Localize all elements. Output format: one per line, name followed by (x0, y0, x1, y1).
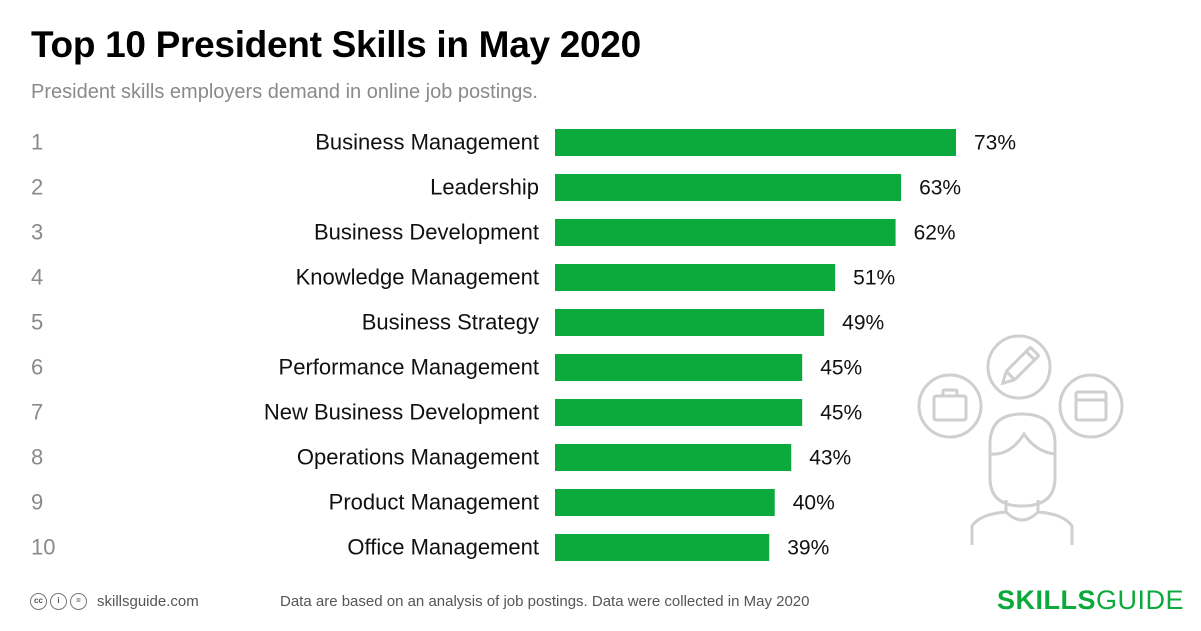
category-label: Operations Management (297, 445, 539, 470)
rank-label: 2 (31, 175, 43, 200)
rank-label: 10 (31, 535, 55, 560)
bar (555, 489, 775, 516)
value-label: 45% (820, 402, 862, 425)
nd-icon: = (70, 593, 87, 610)
rank-label: 8 (31, 445, 43, 470)
page-title: Top 10 President Skills in May 2020 (31, 24, 641, 65)
site-link[interactable]: skillsguide.com (97, 593, 199, 610)
category-label: Business Strategy (362, 310, 539, 335)
bar-chart: 1 Business Management 73% 2 Leadership 63% 3 Bu… (31, 129, 1016, 561)
page-subtitle: President skills employers demand in onl… (31, 81, 538, 103)
value-label: 40% (793, 492, 835, 515)
bar (555, 264, 836, 291)
bar (555, 399, 803, 426)
category-label: Leadership (430, 175, 539, 200)
value-label: 63% (919, 177, 961, 200)
rank-label: 7 (31, 400, 43, 425)
bar (555, 444, 792, 471)
value-label: 39% (787, 537, 829, 560)
rank-label: 6 (31, 355, 43, 380)
rank-label: 4 (31, 265, 43, 290)
bar (555, 354, 803, 381)
bar (555, 534, 770, 561)
footer-attribution: cc i = skillsguide.com (30, 593, 199, 610)
footer-note: Data are based on an analysis of job pos… (280, 593, 810, 610)
value-label: 49% (842, 312, 884, 335)
bar (555, 309, 825, 336)
bar (555, 174, 902, 201)
rank-label: 5 (31, 310, 43, 335)
rank-label: 1 (31, 130, 43, 155)
category-label: Office Management (347, 535, 539, 560)
value-label: 45% (820, 357, 862, 380)
cc-icon: cc (30, 593, 47, 610)
professional-illustration-icon (917, 334, 1124, 545)
brand-bold: SKILLS (997, 585, 1097, 615)
value-label: 51% (853, 267, 895, 290)
category-label: Performance Management (279, 355, 539, 380)
category-label: Product Management (329, 490, 539, 515)
value-label: 62% (914, 222, 956, 245)
license-icons: cc i = (30, 593, 87, 610)
rank-label: 3 (31, 220, 43, 245)
value-label: 43% (809, 447, 851, 470)
category-label: Business Management (315, 130, 539, 155)
by-icon: i (50, 593, 67, 610)
bar (555, 129, 956, 156)
value-label: 73% (974, 132, 1016, 155)
category-label: New Business Development (264, 400, 539, 425)
bar (555, 219, 896, 246)
brand-logo: SKILLSGUIDE (997, 585, 1184, 616)
brand-rest: GUIDE (1096, 585, 1185, 615)
rank-label: 9 (31, 490, 43, 515)
category-label: Knowledge Management (296, 265, 539, 290)
category-label: Business Development (314, 220, 539, 245)
